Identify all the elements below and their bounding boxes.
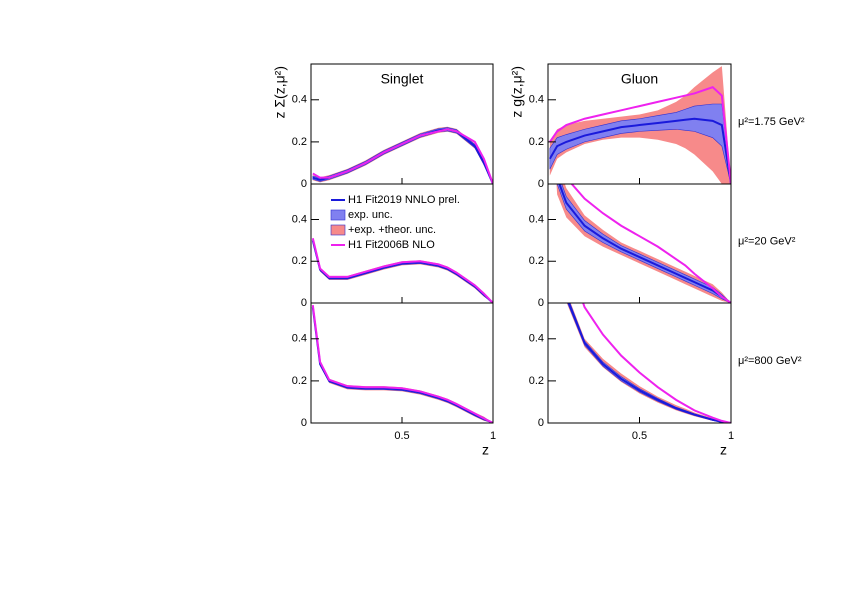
plot-area [312, 126, 493, 184]
y-tick-label: 0.4 [292, 94, 307, 106]
plot-area [548, 66, 731, 184]
y-axis-label: z g(z,μ²) [509, 66, 525, 118]
y-tick-label: 0.2 [292, 255, 307, 267]
uncertainty-band [312, 305, 493, 423]
y-tick-label: 0.2 [529, 375, 544, 387]
y-tick-label: 0.2 [292, 375, 307, 387]
uncertainty-band [312, 305, 493, 423]
x-tick-label: 1 [728, 430, 734, 442]
legend-label: H1 Fit2006B NLO [348, 239, 435, 251]
x-tick-label: 1 [490, 430, 496, 442]
y-tick-label: 0.4 [529, 333, 544, 345]
panel-title: Singlet [381, 71, 424, 87]
pdf-line [558, 184, 731, 303]
y-tick-label: 0.4 [292, 213, 307, 225]
x-tick-label: 0.5 [394, 430, 409, 442]
y-tick-label: 0.4 [292, 333, 307, 345]
uncertainty-band [566, 303, 731, 423]
plot-area [556, 184, 731, 303]
legend-label: exp. unc. [348, 209, 393, 221]
legend-label: H1 Fit2019 NNLO prel. [348, 194, 460, 206]
legend-label: +exp. +theor. unc. [348, 224, 436, 236]
frame [310, 302, 494, 424]
pdf-line [549, 86, 731, 184]
pdf-line [582, 303, 731, 423]
pdf-line [570, 184, 731, 303]
y-tick-label: 0.2 [529, 136, 544, 148]
y-tick-label: 0 [301, 417, 307, 429]
legend-swatch [330, 209, 346, 221]
panel-title: Gluon [621, 71, 658, 87]
plot-area [311, 304, 493, 423]
y-tick-label: 0 [301, 178, 307, 190]
y-tick-label: 0 [538, 417, 544, 429]
pdf-line [312, 128, 493, 184]
scale-label: μ²=20 GeV² [738, 235, 796, 247]
y-tick-label: 0 [538, 178, 544, 190]
y-tick-label: 0 [301, 297, 307, 309]
uncertainty-band [556, 184, 731, 303]
pdf-line [548, 117, 731, 184]
pdf-line [567, 303, 731, 423]
pdf-line [311, 307, 493, 423]
legend-swatch [330, 224, 346, 236]
pdf-line [311, 304, 493, 423]
x-axis-label: z [482, 442, 489, 458]
plot-area [566, 303, 731, 423]
x-tick-label: 0.5 [632, 430, 647, 442]
plot-area [311, 238, 493, 303]
y-tick-label: 0.4 [529, 213, 544, 225]
pdf-line [311, 238, 493, 303]
y-tick-label: 0.2 [292, 136, 307, 148]
scale-label: μ²=800 GeV² [738, 355, 802, 367]
scale-label: μ²=1.75 GeV² [738, 116, 805, 128]
x-axis-label: z [720, 442, 727, 458]
y-axis-label: z Σ(z,μ²) [272, 66, 288, 119]
y-tick-label: 0 [538, 297, 544, 309]
y-tick-label: 0.4 [529, 94, 544, 106]
y-tick-label: 0.2 [529, 255, 544, 267]
